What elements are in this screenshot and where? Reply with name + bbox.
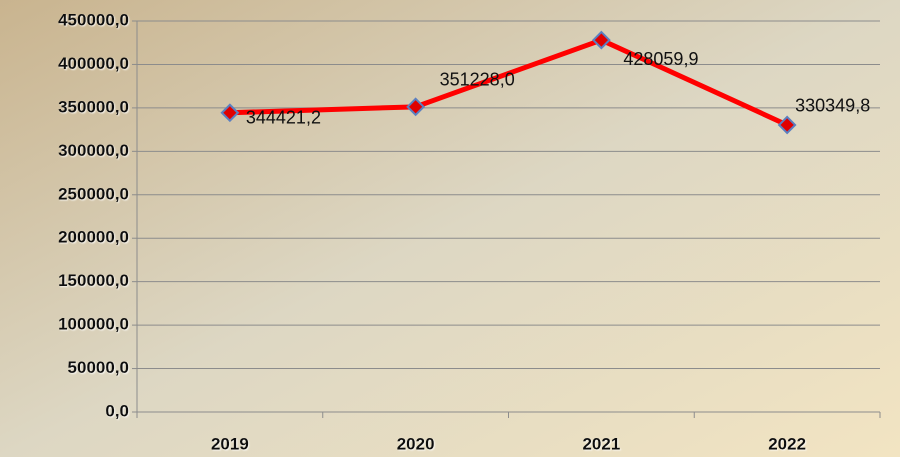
y-tick-label: 300000,0 xyxy=(58,141,129,160)
line xyxy=(229,37,789,128)
marker xyxy=(777,115,797,135)
marker xyxy=(220,103,240,123)
data-label: 428059,9 xyxy=(623,49,698,69)
x-tick-label: 2021 xyxy=(582,434,620,453)
y-tick-label: 0,0 xyxy=(105,401,129,420)
y-tick-label: 200000,0 xyxy=(58,228,129,247)
x-tick-label: 2020 xyxy=(397,434,435,453)
y-tick-label: 100000,0 xyxy=(58,315,129,334)
marker xyxy=(591,30,611,50)
data-label: 330349,8 xyxy=(795,96,870,116)
y-tick-label: 150000,0 xyxy=(58,271,129,290)
y-tick-label: 350000,0 xyxy=(58,97,129,116)
data-label: 351228,0 xyxy=(440,70,515,90)
x-tick-label: 2019 xyxy=(211,434,249,453)
marker xyxy=(406,97,426,117)
y-tick-label: 450000,0 xyxy=(58,10,129,29)
y-tick-label: 250000,0 xyxy=(58,184,129,203)
y-tick-label: 400000,0 xyxy=(58,54,129,73)
data-label: 344421,2 xyxy=(246,107,321,127)
x-tick-label: 2022 xyxy=(768,434,806,453)
y-tick-label: 50000,0 xyxy=(68,358,129,377)
